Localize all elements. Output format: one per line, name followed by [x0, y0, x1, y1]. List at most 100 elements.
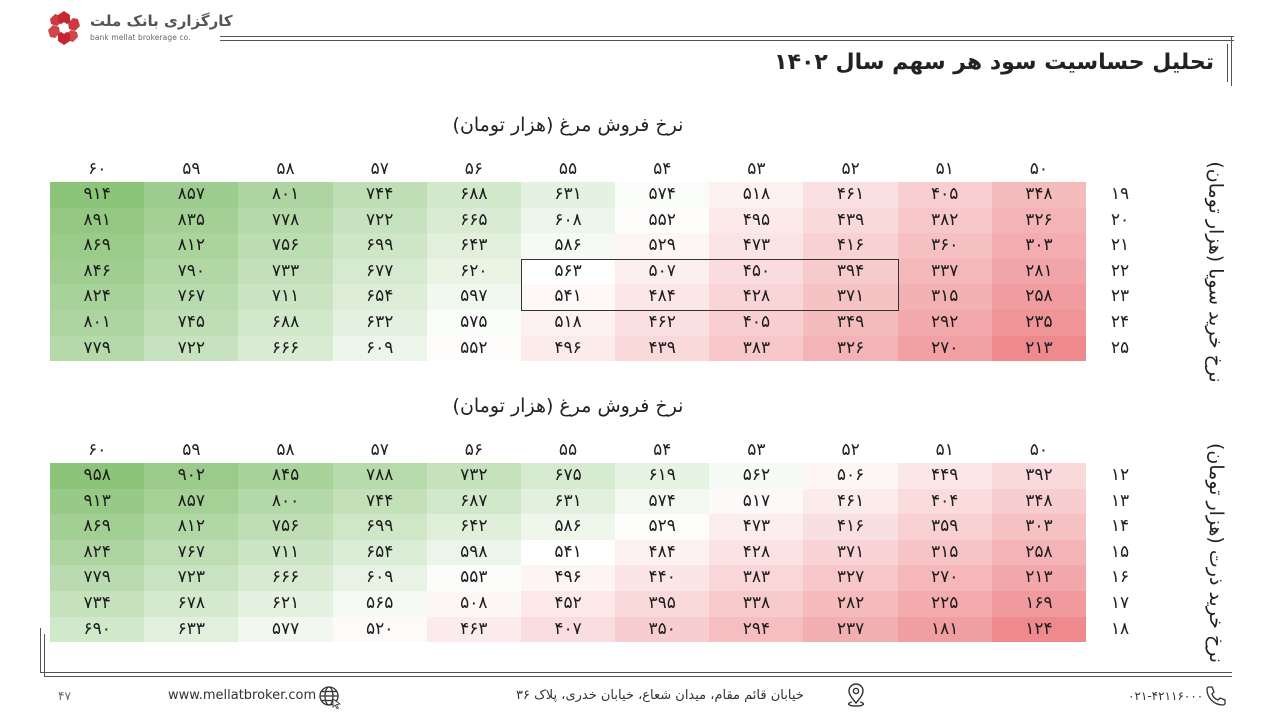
website-link[interactable]: www.mellatbroker.com: [168, 688, 317, 703]
table-cell: ۵۹۷: [426, 284, 521, 310]
table-cell: ۷۳۴: [50, 590, 145, 617]
table-cell: ۴۳۹: [615, 335, 710, 362]
column-header: ۵۸: [276, 440, 295, 460]
table-cell: ۴۶۲: [615, 309, 710, 336]
table-row: ۱۶۹ ۲۲۵ ۲۸۲ ۳۳۸ ۳۹۵ ۴۵۲ ۵۰۸ ۵۶۵ ۶۲۱ ۶۷۸ ۷۳۴: [50, 590, 1086, 617]
table-cell: ۵۶۵: [332, 590, 427, 617]
table2-grid: ۳۹۲ ۴۴۹ ۵۰۶ ۵۶۲ ۶۱۹ ۶۷۵ ۷۳۲ ۷۸۸ ۸۴۵ ۹۰۲ ۹۵۸ ۳۴۸ ۴۰۴ ۴…: [50, 463, 1086, 643]
table-cell: ۶۰۸: [520, 207, 616, 234]
table-cell: ۳۵۰: [615, 616, 710, 643]
table-cell: ۵۱۸: [520, 309, 616, 336]
table-cell: ۷۳۳: [238, 258, 333, 285]
table-cell: ۸۶۹: [50, 514, 145, 540]
table-cell: ۴۳۹: [803, 207, 898, 234]
column-header: ۵۵: [558, 159, 578, 179]
table1-grid: ۳۴۸ ۴۰۵ ۴۶۱ ۵۱۸ ۵۷۴ ۶۳۱ ۶۸۸ ۷۴۴ ۸۰۱ ۸۵۷ ۹۱۴ ۳۲۶ ۳۸۲ ۴…: [50, 182, 1086, 362]
footer-rule: [40, 672, 1232, 673]
table-cell: ۷۲۲: [144, 335, 239, 362]
table-cell: ۵۹۸: [426, 539, 521, 566]
row-header: ۱۴: [1110, 516, 1130, 537]
table-cell: ۶۷۷: [332, 258, 427, 285]
table-cell: ۳۸۲: [897, 207, 992, 234]
row-header: ۲۳: [1110, 286, 1130, 307]
table-cell: ۵۰۶: [803, 463, 898, 489]
table-row: ۳۲۶ ۳۸۲ ۴۳۹ ۴۹۵ ۵۵۲ ۶۰۸ ۶۶۵ ۷۲۲ ۷۷۸ ۸۳۵ ۸۹۱: [50, 207, 1086, 234]
table-cell: ۵۸۶: [520, 233, 616, 259]
column-header: ۵۷: [370, 159, 389, 179]
table-cell: ۶۷۵: [520, 463, 616, 489]
table-cell: ۵۲۰: [332, 616, 427, 643]
table-cell: ۴۷۳: [709, 233, 804, 259]
table-cell: ۳۰۳: [991, 233, 1086, 259]
table-cell: ۵۶۳: [520, 258, 616, 285]
table-cell: ۹۵۸: [50, 463, 145, 489]
table-cell: ۵۴۱: [520, 539, 616, 566]
table-row: ۳۰۳ ۳۵۹ ۴۱۶ ۴۷۳ ۵۲۹ ۵۸۶ ۶۴۲ ۶۹۹ ۷۵۶ ۸۱۲ ۸۶۹: [50, 514, 1086, 540]
table-cell: ۹۱۳: [50, 488, 145, 515]
table-cell: ۶۳۱: [520, 182, 616, 208]
logo-name-en: bank mellat brokerage co.: [90, 33, 191, 42]
column-header: ۵۹: [182, 440, 201, 460]
table-cell: ۸۰۱: [50, 309, 145, 336]
table-cell: ۴۴۹: [897, 463, 992, 489]
table-cell: ۶۳۱: [520, 488, 616, 515]
table-cell: ۷۲۳: [144, 565, 239, 591]
row-header: ۲۱: [1110, 235, 1130, 256]
table-cell: ۵۸۶: [520, 514, 616, 540]
column-header: ۵۶: [464, 159, 484, 179]
table-row: ۳۹۲ ۴۴۹ ۵۰۶ ۵۶۲ ۶۱۹ ۶۷۵ ۷۳۲ ۷۸۸ ۸۴۵ ۹۰۲ ۹۵۸: [50, 463, 1086, 489]
table-cell: ۸۹۱: [50, 207, 145, 234]
table2-title: نرخ فروش مرغ (هزار تومان): [452, 395, 684, 417]
table-cell: ۹۰۲: [144, 463, 239, 489]
table1-row-headers: ۱۹ ۲۰ ۲۱ ۲۲ ۲۳ ۲۴ ۲۵: [1100, 182, 1140, 361]
table-cell: ۵۷۴: [615, 488, 710, 515]
table-cell: ۶۴۲: [426, 514, 521, 540]
column-header: ۵۵: [558, 440, 578, 460]
logo-name-fa: کارگزاری بانک ملت: [90, 12, 233, 30]
table-cell: ۶۵۴: [332, 284, 427, 310]
column-header: ۵۳: [747, 159, 766, 179]
column-header: ۵۰: [1029, 159, 1049, 179]
table-cell: ۷۸۸: [332, 463, 427, 489]
table-cell: ۷۴۴: [332, 182, 427, 208]
table-cell: ۴۹۶: [520, 335, 616, 362]
table-cell: ۳۵۹: [897, 514, 992, 540]
header-rule: [220, 36, 1234, 37]
header-corner-rule-inner: [1227, 44, 1228, 82]
header-corner-rule: [1231, 36, 1232, 86]
table-cell: ۶۹۰: [50, 616, 145, 643]
table-cell: ۴۰۷: [520, 616, 616, 643]
table-cell: ۶۹۹: [332, 514, 427, 540]
table-cell: ۶۴۳: [426, 233, 521, 259]
table-cell: ۶۲۱: [238, 590, 333, 617]
table-cell: ۶۶۵: [426, 207, 521, 234]
table-cell: ۴۹۶: [520, 565, 616, 591]
table-cell: ۷۷۹: [50, 335, 145, 362]
footer-corner-rule-inner: [44, 634, 45, 677]
table-cell: ۲۵۸: [991, 539, 1086, 566]
table-cell: ۵۲۹: [615, 233, 710, 259]
table-cell: ۴۶۱: [803, 182, 898, 208]
header-rule-inner: [220, 40, 1234, 41]
table-cell: ۵۶۲: [709, 463, 804, 489]
table-row: ۲۵۸ ۳۱۵ ۳۷۱ ۴۲۸ ۴۸۴ ۵۴۱ ۵۹۸ ۶۵۴ ۷۱۱ ۷۶۷ ۸۲۴: [50, 539, 1086, 566]
table-cell: ۳۲۶: [803, 335, 898, 362]
table-cell: ۲۳۵: [991, 309, 1086, 336]
column-header: ۶۰: [88, 159, 107, 179]
table-cell: ۴۷۳: [709, 514, 804, 540]
table1-side-label: نرخ خرید سویا (هزار تومان): [1196, 161, 1236, 382]
table-cell: ۸۰۰: [238, 488, 333, 515]
row-header: ۱۵: [1110, 541, 1130, 562]
table-cell: ۷۹۰: [144, 258, 239, 285]
table-cell: ۵۱۷: [709, 488, 804, 515]
table-cell: ۸۲۴: [50, 284, 145, 310]
table-cell: ۳۷۱: [803, 539, 898, 566]
table-cell: ۸۱۲: [144, 514, 239, 540]
table-row: ۳۴۸ ۴۰۵ ۴۶۱ ۵۱۸ ۵۷۴ ۶۳۱ ۶۸۸ ۷۴۴ ۸۰۱ ۸۵۷ ۹۱۴: [50, 182, 1086, 208]
table-cell: ۷۵۶: [238, 233, 333, 259]
table-cell: ۸۳۵: [144, 207, 239, 234]
column-header: ۵۹: [182, 159, 201, 179]
table-cell: ۴۰۴: [897, 488, 992, 515]
table-cell: ۳۸۳: [709, 335, 804, 362]
table-cell: ۶۶۶: [238, 335, 333, 362]
